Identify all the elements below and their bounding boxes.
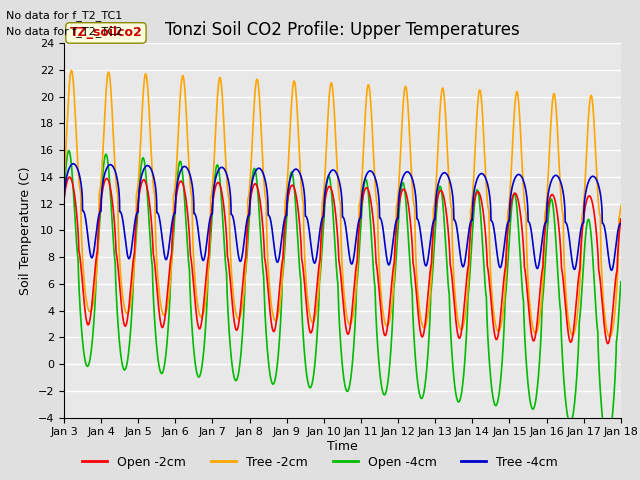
Tree -4cm — [606, 264, 614, 270]
Tree -4cm — [60, 207, 68, 213]
Open -2cm — [124, 314, 132, 320]
Tree -2cm — [124, 311, 132, 316]
Line: Tree -4cm: Tree -4cm — [64, 164, 621, 270]
Open -2cm — [546, 194, 554, 200]
Open -2cm — [60, 196, 68, 202]
Tree -4cm — [546, 182, 554, 188]
Y-axis label: Soil Temperature (C): Soil Temperature (C) — [19, 166, 32, 295]
X-axis label: Time: Time — [327, 440, 358, 453]
Open -2cm — [604, 341, 612, 347]
Legend: Open -2cm, Tree -2cm, Open -4cm, Tree -4cm: Open -2cm, Tree -2cm, Open -4cm, Tree -4… — [77, 451, 563, 474]
Tree -2cm — [606, 334, 614, 339]
Open -2cm — [617, 216, 625, 222]
Open -2cm — [606, 332, 614, 338]
Open -4cm — [298, 308, 306, 314]
Tree -2cm — [617, 203, 625, 208]
Tree -4cm — [70, 161, 77, 167]
Tree -2cm — [60, 176, 68, 181]
Open -4cm — [604, 441, 611, 446]
Tree -4cm — [607, 267, 615, 273]
Open -4cm — [617, 279, 625, 285]
Open -4cm — [606, 432, 614, 437]
Open -2cm — [66, 174, 74, 180]
Open -4cm — [274, 358, 282, 364]
Tree -4cm — [617, 221, 625, 227]
Tree -4cm — [274, 259, 282, 265]
Title: Tonzi Soil CO2 Profile: Upper Temperatures: Tonzi Soil CO2 Profile: Upper Temperatur… — [165, 21, 520, 39]
Tree -2cm — [546, 136, 554, 142]
Open -2cm — [298, 257, 306, 263]
Line: Tree -2cm: Tree -2cm — [64, 70, 621, 337]
Tree -2cm — [274, 314, 282, 320]
Open -4cm — [65, 148, 73, 154]
Open -4cm — [60, 192, 68, 198]
Open -2cm — [274, 306, 282, 312]
Line: Open -2cm: Open -2cm — [64, 177, 621, 344]
Open -4cm — [157, 370, 164, 375]
Tree -4cm — [157, 224, 164, 229]
Open -2cm — [157, 321, 164, 326]
Text: No data for f_T2_TC2: No data for f_T2_TC2 — [6, 26, 123, 37]
Tree -4cm — [298, 176, 306, 182]
Tree -2cm — [68, 67, 76, 73]
Open -4cm — [124, 357, 132, 362]
Open -4cm — [546, 199, 554, 205]
Line: Open -4cm: Open -4cm — [64, 151, 621, 444]
Tree -4cm — [124, 253, 132, 259]
Tree -2cm — [606, 334, 614, 340]
Tree -2cm — [298, 190, 306, 196]
Text: No data for f_T2_TC1: No data for f_T2_TC1 — [6, 10, 123, 21]
Tree -2cm — [157, 302, 164, 308]
Text: TZ_soilco2: TZ_soilco2 — [70, 26, 142, 39]
